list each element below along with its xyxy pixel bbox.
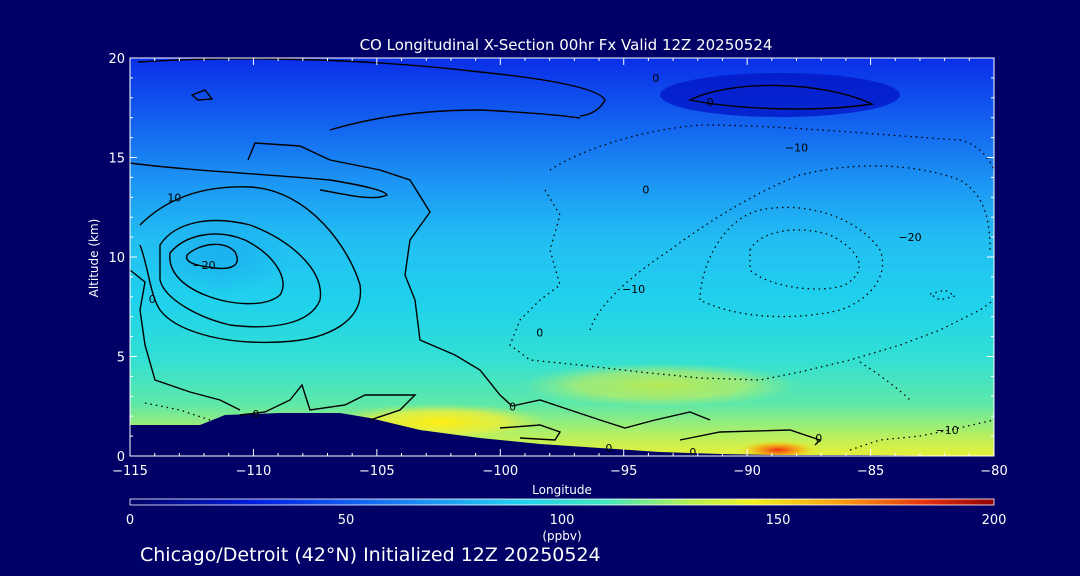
x-tick-label: −95 xyxy=(610,464,637,479)
contour-label: 0 xyxy=(605,442,612,455)
contour-line-negative xyxy=(749,229,860,290)
contour-label: 0 xyxy=(707,96,714,109)
negative-contour-lines xyxy=(144,124,994,451)
y-axis-label: Altitude (km) xyxy=(87,219,101,298)
contour-line-negative xyxy=(144,402,211,421)
x-tick-label: −100 xyxy=(482,464,518,479)
contour-line xyxy=(169,233,284,305)
contour-label: 10 xyxy=(167,191,181,204)
chart-title: CO Longitudinal X-Section 00hr Fx Valid … xyxy=(360,36,773,54)
contour-labels: 10 −20 0 0 0 0 0 0 0 0 −10 −10 −20 −10 0 0 xyxy=(149,72,959,459)
contour-line-negative xyxy=(549,124,994,171)
contour-line xyxy=(185,243,238,270)
colorbar-ticks: 0 50 100 150 200 xyxy=(126,513,1007,528)
co-field-low-top xyxy=(660,73,900,117)
contour-label: 0 xyxy=(252,408,259,421)
contour-line xyxy=(239,383,417,421)
contour-label: −10 xyxy=(935,424,958,437)
contour-label: 0 xyxy=(509,400,516,413)
colorbar-unit: (ppbv) xyxy=(542,529,581,543)
terrain xyxy=(130,413,994,456)
contour-line xyxy=(137,58,606,117)
plot-area: 10 −20 0 0 0 0 0 0 0 0 −10 −10 −20 −10 0 0 xyxy=(130,58,994,459)
colorbar-tick-label: 150 xyxy=(766,513,791,528)
contour-line xyxy=(499,424,562,441)
contour-label: 0 xyxy=(149,293,156,306)
contour-label: 0 xyxy=(815,432,822,445)
colorbar xyxy=(129,498,995,506)
contour-line xyxy=(511,399,711,429)
contour-lines xyxy=(130,58,875,446)
y-tick-label: 20 xyxy=(108,52,125,67)
contour-label: 0 xyxy=(536,327,543,340)
colorbar-tick-label: 0 xyxy=(126,513,134,528)
contour-line xyxy=(679,429,822,446)
contour-line xyxy=(159,219,322,328)
colorbar-tick-label: 100 xyxy=(550,513,575,528)
contour-line xyxy=(190,89,214,101)
contour-line xyxy=(130,269,241,411)
contour-label: −20 xyxy=(898,231,921,244)
y-tick-label: 5 xyxy=(117,351,125,366)
contour-line-negative xyxy=(509,189,994,381)
co-field-mid-band xyxy=(520,363,800,407)
x-tick-label: −90 xyxy=(733,464,760,479)
x-tick-label: −85 xyxy=(857,464,884,479)
contour-line xyxy=(687,84,875,110)
contour-label: 0 xyxy=(689,446,696,459)
contour-line-negative xyxy=(849,419,994,451)
y-tick-label: 15 xyxy=(108,152,125,167)
contour-label: −10 xyxy=(622,283,645,296)
contour-line xyxy=(139,186,362,344)
colorbar-tick-label: 50 xyxy=(338,513,355,528)
x-tick-label: −115 xyxy=(112,464,148,479)
x-tick-label: −110 xyxy=(236,464,272,479)
contour-line xyxy=(130,162,388,199)
y-tick-label: 10 xyxy=(108,251,125,266)
x-axis-label: Longitude xyxy=(532,483,592,497)
contour-label: 0 xyxy=(642,183,649,196)
x-tick-label: −80 xyxy=(980,464,1007,479)
y-tick-label: 0 xyxy=(117,450,125,465)
contour-line-negative xyxy=(699,206,884,318)
x-tick-label: −105 xyxy=(359,464,395,479)
contour-label: −10 xyxy=(785,142,808,155)
co-field-max xyxy=(736,440,820,456)
footer-caption: Chicago/Detroit (42°N) Initialized 12Z 2… xyxy=(140,544,601,566)
co-field-pocket xyxy=(150,215,290,295)
contour-line xyxy=(247,142,513,407)
colorbar-tick-label: 200 xyxy=(982,513,1007,528)
contour-line xyxy=(329,109,581,131)
contour-label: −20 xyxy=(192,259,215,272)
contour-line-negative xyxy=(589,165,991,331)
contour-label: 0 xyxy=(652,72,659,85)
contour-line-negative xyxy=(859,361,911,401)
